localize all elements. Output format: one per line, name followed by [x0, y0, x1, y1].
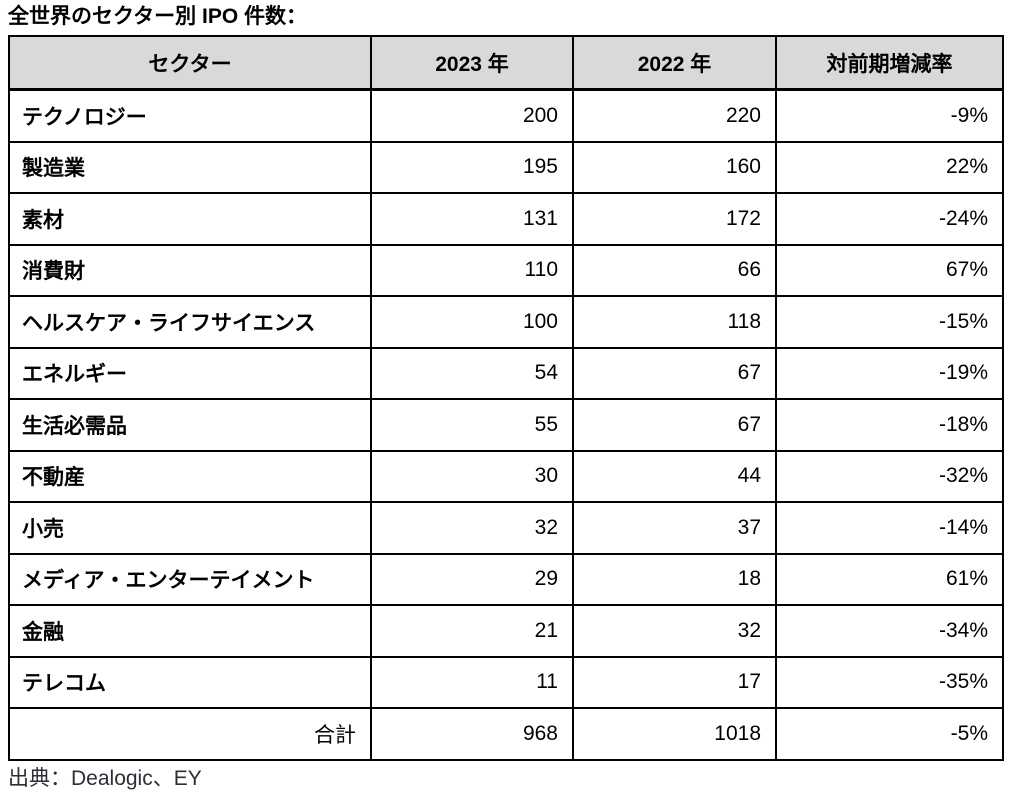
- sector-cell: ヘルスケア・ライフサイエンス: [8, 295, 372, 349]
- sector-cell: 製造業: [8, 140, 372, 194]
- total-label-cell: 合計: [8, 707, 372, 761]
- value-2023-cell: 30: [370, 449, 574, 503]
- sector-cell: 生活必需品: [8, 398, 372, 452]
- change-cell: 22%: [775, 140, 1004, 194]
- table-header: セクター 2023 年 2022 年 対前期増減率: [8, 35, 1004, 91]
- table-row: 小売 32 37 -14%: [8, 501, 1004, 555]
- header-row: セクター 2023 年 2022 年 対前期増減率: [8, 35, 1004, 91]
- sector-cell: テクノロジー: [8, 88, 372, 143]
- table-row: エネルギー 54 67 -19%: [8, 346, 1004, 400]
- value-2023-cell: 32: [370, 501, 574, 555]
- value-2023-cell: 11: [370, 655, 574, 709]
- table-row: 生活必需品 55 67 -18%: [8, 398, 1004, 452]
- total-value-2022-cell: 1018: [572, 707, 777, 761]
- change-cell: -19%: [775, 346, 1004, 400]
- table-row: 製造業 195 160 22%: [8, 140, 1004, 194]
- value-2023-cell: 54: [370, 346, 574, 400]
- value-2023-cell: 131: [370, 192, 574, 246]
- change-cell: -24%: [775, 192, 1004, 246]
- value-2022-cell: 67: [572, 346, 777, 400]
- value-2022-cell: 32: [572, 604, 777, 658]
- change-cell: -18%: [775, 398, 1004, 452]
- value-2022-cell: 66: [572, 243, 777, 297]
- value-2022-cell: 118: [572, 295, 777, 349]
- table-row: メディア・エンターテイメント 29 18 61%: [8, 552, 1004, 606]
- table-row: テレコム 11 17 -35%: [8, 655, 1004, 709]
- sector-cell: 不動産: [8, 449, 372, 503]
- value-2022-cell: 67: [572, 398, 777, 452]
- sector-cell: 金融: [8, 604, 372, 658]
- value-2023-cell: 195: [370, 140, 574, 194]
- value-2023-cell: 200: [370, 88, 574, 143]
- value-2022-cell: 17: [572, 655, 777, 709]
- value-2022-cell: 37: [572, 501, 777, 555]
- table-row: 素材 131 172 -24%: [8, 192, 1004, 246]
- header-change: 対前期増減率: [775, 35, 1004, 91]
- total-change-cell: -5%: [775, 707, 1004, 761]
- header-2022: 2022 年: [572, 35, 777, 91]
- sector-cell: テレコム: [8, 655, 372, 709]
- change-cell: -32%: [775, 449, 1004, 503]
- ipo-sector-table: セクター 2023 年 2022 年 対前期増減率 テクノロジー 200 220…: [8, 35, 1004, 761]
- total-row: 合計 968 1018 -5%: [8, 707, 1004, 761]
- table-row: 不動産 30 44 -32%: [8, 449, 1004, 503]
- change-cell: 61%: [775, 552, 1004, 606]
- sector-cell: 小売: [8, 501, 372, 555]
- total-value-2023-cell: 968: [370, 707, 574, 761]
- change-cell: -34%: [775, 604, 1004, 658]
- value-2023-cell: 29: [370, 552, 574, 606]
- header-sector: セクター: [8, 35, 372, 91]
- value-2023-cell: 55: [370, 398, 574, 452]
- source-attribution: 出典：Dealogic、EY: [8, 766, 202, 790]
- table-row: ヘルスケア・ライフサイエンス 100 118 -15%: [8, 295, 1004, 349]
- change-cell: -15%: [775, 295, 1004, 349]
- header-2023: 2023 年: [370, 35, 574, 91]
- value-2023-cell: 100: [370, 295, 574, 349]
- value-2022-cell: 44: [572, 449, 777, 503]
- change-cell: -35%: [775, 655, 1004, 709]
- change-cell: 67%: [775, 243, 1004, 297]
- value-2023-cell: 21: [370, 604, 574, 658]
- table-body: テクノロジー 200 220 -9% 製造業 195 160 22% 素材 13…: [8, 88, 1004, 761]
- table-row: 金融 21 32 -34%: [8, 604, 1004, 658]
- sector-cell: エネルギー: [8, 346, 372, 400]
- change-cell: -9%: [775, 88, 1004, 143]
- value-2022-cell: 18: [572, 552, 777, 606]
- value-2022-cell: 220: [572, 88, 777, 143]
- table-row: 消費財 110 66 67%: [8, 243, 1004, 297]
- table-row: テクノロジー 200 220 -9%: [8, 88, 1004, 143]
- page-title: 全世界のセクター別 IPO 件数：: [8, 5, 308, 28]
- value-2022-cell: 172: [572, 192, 777, 246]
- change-cell: -14%: [775, 501, 1004, 555]
- sector-cell: 素材: [8, 192, 372, 246]
- value-2023-cell: 110: [370, 243, 574, 297]
- sector-cell: メディア・エンターテイメント: [8, 552, 372, 606]
- sector-cell: 消費財: [8, 243, 372, 297]
- value-2022-cell: 160: [572, 140, 777, 194]
